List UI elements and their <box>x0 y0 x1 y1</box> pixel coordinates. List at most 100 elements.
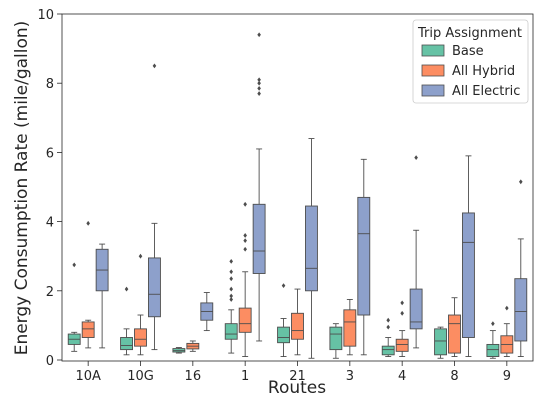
legend-label: All Electric <box>452 84 520 99</box>
outlier-point <box>229 297 234 302</box>
legend-label: Base <box>452 44 484 59</box>
legend-swatch <box>421 64 445 77</box>
box-all-hybrid-4 <box>395 300 409 357</box>
box-body <box>434 328 447 356</box>
box-body <box>381 345 395 356</box>
box-all-electric-10G <box>148 63 161 351</box>
outlier-point <box>86 220 90 226</box>
outlier-point <box>243 233 247 238</box>
box-base-21 <box>277 283 290 357</box>
outlier-point <box>281 283 286 289</box>
box-all-hybrid-16 <box>186 340 200 352</box>
outlier-point <box>491 321 495 327</box>
legend: Trip Assignment Base All Hybrid All Electr… <box>412 19 529 104</box>
box-body <box>486 343 500 357</box>
outlier-point <box>72 262 77 268</box>
y-axis-ticks: 0 2 4 6 8 10 <box>37 8 62 369</box>
x-tick-label: 10G <box>127 369 154 384</box>
outlier-point <box>152 63 157 69</box>
x-tick-label: 8 <box>450 369 458 384</box>
box-all-hybrid-9 <box>500 305 514 357</box>
outlier-point <box>243 238 247 244</box>
y-tick-label: 2 <box>46 285 54 300</box>
legend-label: All Hybrid <box>452 64 515 79</box>
outlier-point <box>505 305 509 311</box>
outlier-point <box>414 155 418 160</box>
y-tick-label: 6 <box>46 146 54 161</box>
box-all-electric-4 <box>409 155 423 349</box>
box-body <box>343 309 357 347</box>
box-body <box>305 205 318 292</box>
box-body <box>252 203 266 274</box>
box-all-electric-3 <box>357 158 371 356</box>
box-body <box>357 196 371 316</box>
legend-title: Trip Assignment <box>417 26 522 41</box>
box-body <box>81 321 95 338</box>
legend-frame <box>412 19 529 104</box>
box-base-1 <box>224 258 238 354</box>
x-tick-label: 10A <box>75 369 101 384</box>
box-base-10G <box>120 286 133 356</box>
box-body <box>134 328 147 347</box>
outlier-point <box>257 77 261 83</box>
y-tick-label: 4 <box>46 216 54 231</box>
outlier-point <box>124 286 129 292</box>
outlier-point <box>138 253 143 259</box>
box-body <box>329 326 343 351</box>
box-all-electric-16 <box>200 292 214 332</box>
box-all-hybrid-1 <box>238 201 252 357</box>
box-base-8 <box>434 326 447 359</box>
box-body <box>395 338 409 352</box>
outlier-point <box>400 300 404 306</box>
box-all-electric-1 <box>252 32 266 342</box>
y-tick-label: 10 <box>37 8 54 23</box>
box-base-16 <box>172 347 186 354</box>
box-all-electric-10A <box>95 243 109 349</box>
x-tick-label: 3 <box>346 369 354 384</box>
outlier-point <box>257 85 261 91</box>
outlier-point <box>386 317 391 323</box>
y-axis-label: Energy Consumption Rate (mile/gallon) <box>12 21 32 356</box>
box-body <box>224 323 238 340</box>
legend-swatch <box>421 44 445 57</box>
box-all-electric-8 <box>462 155 475 357</box>
x-axis-label: Routes <box>268 378 326 398</box>
box-base-3 <box>329 323 343 359</box>
outlier-point <box>257 91 261 96</box>
box-body <box>120 337 133 351</box>
box-base-9 <box>486 321 500 359</box>
outlier-point <box>229 293 234 299</box>
box-body <box>148 257 161 318</box>
x-axis-ticks: 10A 10G 16 1 21 3 4 8 9 <box>75 361 511 384</box>
box-body <box>238 307 252 333</box>
box-base-4 <box>381 317 395 357</box>
x-tick-label: 9 <box>503 369 511 384</box>
legend-items: Base All Hybrid All Electric <box>421 44 520 99</box>
outlier-point <box>257 32 261 38</box>
legend-swatch <box>421 84 445 97</box>
box-body <box>514 278 528 342</box>
y-tick-label: 0 <box>46 354 54 369</box>
x-tick-label: 1 <box>241 369 249 384</box>
outlier-point <box>386 324 391 330</box>
box-base-10A <box>67 262 81 352</box>
outlier-point <box>243 246 247 252</box>
box-group <box>67 32 528 359</box>
outlier-point <box>518 179 523 185</box>
box-body <box>462 212 475 338</box>
y-tick-label: 8 <box>46 77 54 92</box>
outlier-point <box>229 286 234 292</box>
box-body <box>409 288 423 330</box>
box-body <box>277 326 290 344</box>
box-body <box>448 314 461 354</box>
outlier-point <box>229 258 234 264</box>
outlier-point <box>400 310 404 316</box>
x-tick-label: 21 <box>289 369 306 384</box>
outlier-point <box>229 276 234 282</box>
box-all-hybrid-8 <box>448 297 461 357</box>
box-all-hybrid-10G <box>134 253 147 356</box>
box-all-hybrid-3 <box>343 299 357 356</box>
x-tick-label: 4 <box>398 369 406 384</box>
outlier-point <box>257 80 261 86</box>
